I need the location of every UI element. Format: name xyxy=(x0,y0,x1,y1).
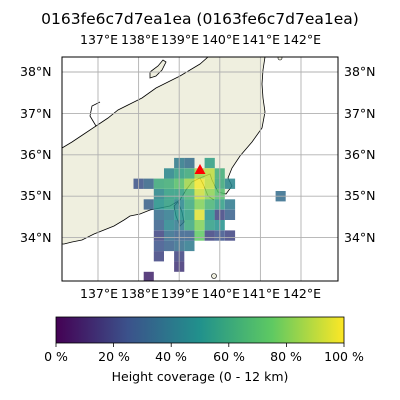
coverage-cell xyxy=(143,178,154,189)
coverage-cell xyxy=(224,178,236,189)
coverage-cell xyxy=(164,178,175,189)
coverage-cell xyxy=(204,157,215,169)
lon-tick-top: 139°E xyxy=(161,32,200,47)
coverage-cell xyxy=(204,220,215,231)
lon-tick-bottom: 140°E xyxy=(202,286,241,301)
coverage-cell xyxy=(194,220,205,231)
colorbar-label: Height coverage (0 - 12 km) xyxy=(111,369,289,384)
coverage-cell xyxy=(204,189,215,200)
lat-tick-right: 38°N xyxy=(344,64,376,79)
coverage-cell xyxy=(224,209,236,220)
coverage-cell xyxy=(164,168,175,179)
colorbar-tick-label: 100 % xyxy=(324,349,364,364)
lat-tick-left: 36°N xyxy=(20,147,52,162)
coverage-cell xyxy=(184,189,195,200)
coverage-cell xyxy=(184,240,195,252)
lat-tick-right: 34°N xyxy=(344,230,376,245)
coverage-cell xyxy=(204,178,215,189)
coverage-cell xyxy=(184,220,195,231)
coverage-cell xyxy=(194,199,205,210)
lon-tick-bottom: 139°E xyxy=(161,286,200,301)
lon-tick-bottom: 137°E xyxy=(80,286,119,301)
colorbar-tick-label: 60 % xyxy=(213,349,245,364)
lon-tick-bottom: 141°E xyxy=(242,286,281,301)
colorbar-tick-label: 0 % xyxy=(44,349,68,364)
coverage-cell xyxy=(164,230,175,241)
map-title: 0163fe6c7d7ea1ea (0163fe6c7d7ea1ea) xyxy=(41,10,359,28)
coverage-cell xyxy=(184,157,195,169)
coverage-cell xyxy=(184,209,195,220)
lon-tick-top: 137°E xyxy=(80,32,119,47)
coverage-cell xyxy=(153,220,164,231)
coverage-cell xyxy=(224,199,236,210)
coverage-cell xyxy=(194,209,205,220)
noto-peninsula xyxy=(89,101,101,127)
coverage-cell xyxy=(164,189,175,200)
coverage-cell xyxy=(164,220,175,231)
lon-tick-bottom: 138°E xyxy=(121,286,160,301)
honshu-landmass xyxy=(62,57,266,245)
coverage-cell xyxy=(153,230,164,241)
coverage-cell xyxy=(153,199,164,210)
coverage-cell xyxy=(204,230,215,241)
lon-tick-top: 141°E xyxy=(242,32,281,47)
colorbar xyxy=(55,316,345,344)
colorbar-tick-label: 20 % xyxy=(98,349,130,364)
lat-tick-left: 38°N xyxy=(20,64,52,79)
coverage-cell xyxy=(184,199,195,210)
lat-tick-right: 37°N xyxy=(344,106,376,121)
coverage-cell xyxy=(184,168,195,179)
lat-tick-right: 36°N xyxy=(344,147,376,162)
coverage-cell xyxy=(204,209,215,220)
coverage-cell xyxy=(164,240,175,252)
coverage-cell xyxy=(143,199,154,210)
lat-tick-left: 34°N xyxy=(20,230,52,245)
coverage-cell xyxy=(153,189,164,200)
coverage-cell xyxy=(164,199,175,210)
coverage-cell xyxy=(194,230,205,241)
coverage-cell xyxy=(153,251,164,262)
lon-tick-top: 142°E xyxy=(283,32,322,47)
lat-tick-right: 35°N xyxy=(344,188,376,203)
station-marker-triangle xyxy=(194,164,206,174)
lat-tick-left: 35°N xyxy=(20,188,52,203)
lon-tick-top: 138°E xyxy=(121,32,160,47)
map-frame xyxy=(61,56,339,282)
lat-tick-left: 37°N xyxy=(20,106,52,121)
coverage-cell xyxy=(204,168,215,179)
colorbar-tick-label: 40 % xyxy=(155,349,187,364)
colorbar-tick-label: 80 % xyxy=(270,349,302,364)
izu-islet xyxy=(277,57,283,61)
coverage-cell xyxy=(194,178,205,189)
coverage-cell xyxy=(184,178,195,189)
lon-tick-bottom: 142°E xyxy=(283,286,322,301)
colorbar-ticks xyxy=(55,343,345,347)
graticule xyxy=(62,57,338,281)
coverage-cell xyxy=(184,230,195,241)
coverage-cell xyxy=(153,240,164,252)
coverage-cell xyxy=(194,189,205,200)
lon-tick-top: 140°E xyxy=(202,32,241,47)
coverage-cell xyxy=(153,209,164,220)
coverage-cell xyxy=(204,199,215,210)
coverage-cell xyxy=(224,230,236,241)
izu-islet xyxy=(211,273,217,279)
coverage-cell xyxy=(164,209,175,220)
sado-island xyxy=(149,59,167,79)
coverage-cell xyxy=(143,271,154,281)
coverage-cell xyxy=(153,178,164,189)
